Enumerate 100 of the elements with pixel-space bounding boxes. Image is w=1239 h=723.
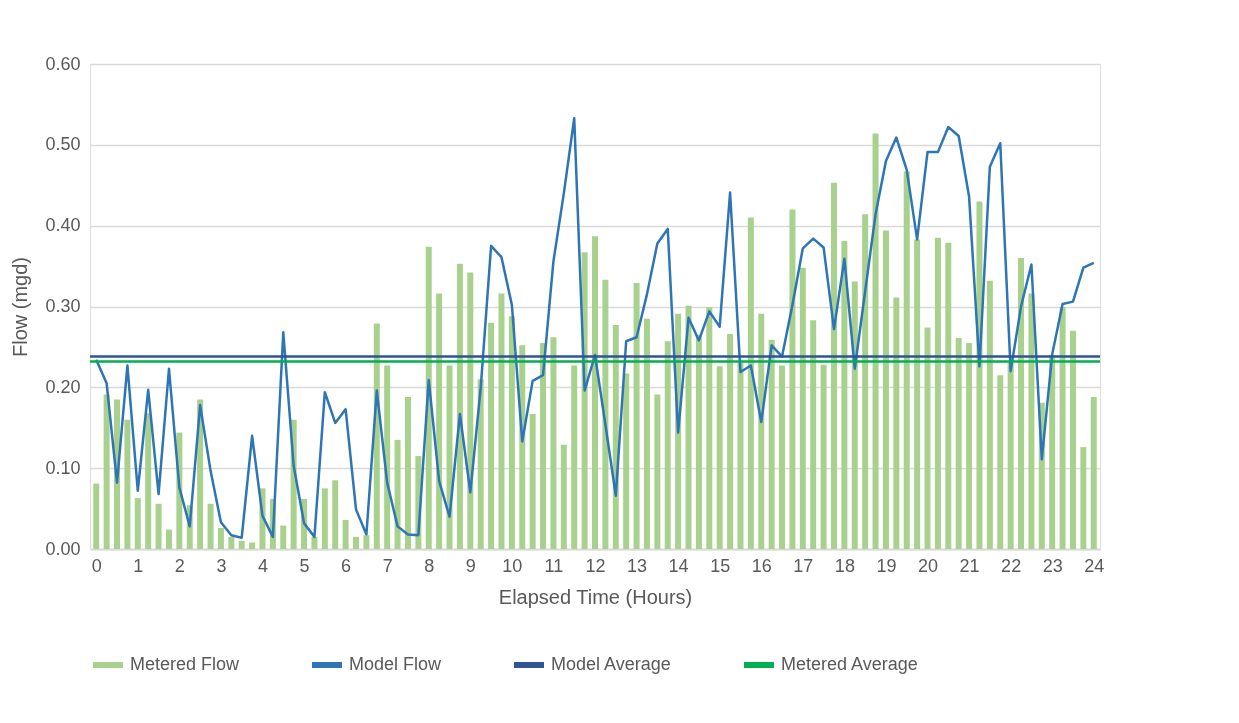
bar — [207, 503, 214, 549]
bar — [124, 419, 131, 549]
y-tick-label: 0.10 — [45, 457, 81, 478]
bar — [768, 339, 775, 549]
bar — [623, 373, 630, 549]
bar — [924, 327, 931, 549]
bar — [747, 217, 754, 549]
bar — [238, 540, 245, 549]
x-tick-label: 15 — [710, 555, 731, 576]
bar — [893, 297, 900, 549]
bar — [934, 237, 941, 549]
legend-label: Model Flow — [349, 654, 443, 674]
y-tick-label: 0.50 — [45, 134, 81, 155]
x-tick-label: 4 — [257, 555, 268, 576]
bar — [311, 536, 318, 549]
x-tick-label: 20 — [917, 555, 939, 576]
bar — [1018, 258, 1025, 549]
bar — [706, 307, 713, 549]
bar — [966, 342, 973, 549]
bar — [1090, 397, 1097, 549]
x-tick-label: 7 — [382, 555, 393, 576]
bar — [851, 281, 858, 549]
bar — [695, 334, 702, 549]
bar — [830, 182, 837, 549]
bar — [955, 338, 962, 549]
bar — [571, 365, 578, 549]
bar — [384, 365, 391, 549]
bar — [945, 242, 952, 549]
bar — [332, 480, 339, 549]
bar — [799, 267, 806, 549]
bar — [436, 293, 443, 549]
bar — [394, 439, 401, 549]
x-tick-label: 1 — [133, 555, 144, 576]
bar — [664, 341, 671, 549]
bar — [508, 316, 515, 549]
y-tick-label: 0.20 — [45, 376, 81, 397]
x-tick-label: 3 — [216, 555, 227, 576]
bar — [477, 379, 484, 549]
bar — [1069, 330, 1076, 549]
bar — [529, 414, 536, 549]
bar — [446, 365, 453, 549]
bar — [1049, 355, 1056, 549]
bar — [758, 313, 765, 549]
bar — [540, 342, 547, 549]
bar — [789, 209, 796, 549]
bar — [643, 318, 650, 549]
bar — [467, 272, 474, 549]
y-tick-label: 0.40 — [45, 215, 81, 236]
x-tick-label: 13 — [627, 555, 648, 576]
line-series — [94, 116, 1096, 539]
legend-label: Metered Average — [781, 654, 918, 674]
bar — [737, 363, 744, 549]
x-tick-label: 21 — [959, 555, 980, 576]
x-tick-label: 11 — [544, 555, 564, 576]
x-tick-label: 23 — [1042, 555, 1063, 576]
bar — [342, 519, 349, 549]
bar — [685, 305, 692, 549]
bar — [841, 241, 848, 549]
bar — [903, 171, 910, 549]
bar — [134, 498, 141, 549]
bar — [633, 283, 640, 549]
x-tick-label: 14 — [668, 555, 689, 576]
x-tick-label: 12 — [585, 555, 606, 576]
bar — [1080, 447, 1087, 549]
bar — [592, 236, 598, 549]
x-tick-label: 19 — [876, 555, 897, 576]
bar — [488, 322, 495, 549]
x-tick-label: 18 — [834, 555, 855, 576]
y-axis-title: Flow (mgd) — [9, 256, 32, 358]
bar — [872, 133, 879, 549]
bar — [155, 503, 162, 549]
bar — [165, 529, 172, 549]
bar — [986, 280, 993, 549]
bar — [1028, 293, 1035, 549]
bar — [997, 375, 1004, 549]
bar — [103, 394, 110, 549]
bar — [779, 365, 786, 549]
bar — [1007, 363, 1014, 549]
x-tick-label: 22 — [1001, 555, 1022, 576]
x-axis-title: Elapsed Time (Hours) — [498, 585, 693, 608]
bar — [550, 337, 557, 549]
x-tick-label: 9 — [465, 555, 476, 576]
bar — [1059, 307, 1066, 549]
x-tick-label: 24 — [1084, 555, 1105, 576]
bar — [810, 320, 817, 549]
bar — [654, 394, 661, 549]
bar — [321, 488, 328, 549]
x-tick-label: 8 — [424, 555, 435, 576]
bar — [363, 535, 370, 549]
bar — [353, 536, 360, 549]
x-tick-label: 6 — [341, 555, 352, 576]
bar — [560, 444, 567, 549]
bar — [249, 542, 256, 549]
bar — [145, 413, 152, 549]
bar — [882, 230, 889, 549]
x-tick-label: 17 — [793, 555, 814, 576]
bar — [914, 239, 921, 549]
bar — [228, 536, 235, 549]
bar — [862, 214, 869, 549]
bar — [820, 364, 827, 549]
